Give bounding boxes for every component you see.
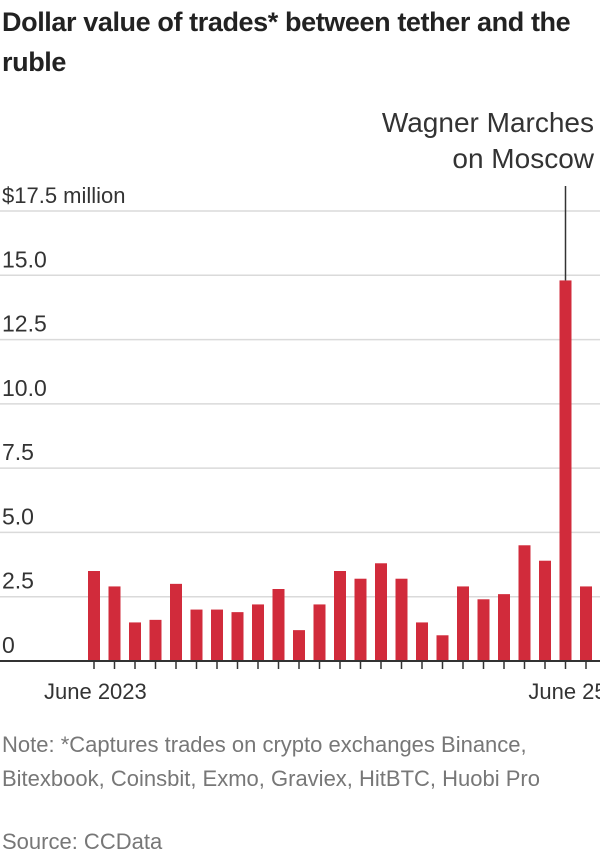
bar	[211, 609, 223, 661]
bar	[580, 586, 592, 661]
bar	[518, 545, 531, 661]
source-note: Source: CCData	[2, 829, 163, 854]
bar	[252, 604, 264, 661]
x-axis: June 2023 June 25	[0, 660, 600, 704]
bar	[559, 280, 572, 661]
y-tick-label: 0	[2, 632, 15, 658]
bar	[334, 571, 346, 661]
bar	[539, 560, 551, 661]
bar	[129, 622, 141, 661]
bars	[88, 280, 592, 661]
bar	[436, 635, 449, 661]
annotation-label: on Moscow	[452, 143, 594, 174]
bar	[313, 604, 326, 661]
bar	[498, 594, 510, 661]
x-tick-label: June 25	[528, 679, 600, 704]
y-tick-label: $17.5 million	[2, 183, 126, 208]
bar	[88, 571, 100, 661]
y-tick-label: 2.5	[2, 568, 34, 594]
bar	[231, 612, 244, 661]
bar	[375, 563, 387, 661]
x-tick-label: June 2023	[44, 679, 147, 704]
bar	[395, 578, 408, 661]
bar	[457, 586, 469, 661]
bar	[170, 583, 182, 661]
bar-chart: 0 2.5 5.0 7.5 10.0 12.5 15.0 $17.5 million June…	[0, 107, 600, 704]
bar	[108, 586, 121, 661]
gridlines	[0, 210, 600, 598]
bar	[293, 630, 305, 661]
y-axis-tick-labels: 0 2.5 5.0 7.5 10.0 12.5 15.0 $17.5 million	[2, 183, 126, 658]
bar	[272, 589, 285, 661]
bar	[477, 599, 490, 661]
y-tick-label: 15.0	[2, 246, 47, 272]
y-tick-label: 7.5	[2, 439, 34, 465]
annotation-label: Wagner Marches	[382, 107, 594, 138]
bar	[416, 622, 428, 661]
y-tick-label: 10.0	[2, 375, 47, 401]
annotations: Wagner Marches on Moscow	[382, 107, 595, 281]
y-tick-label: 12.5	[2, 311, 47, 337]
bar	[149, 619, 162, 661]
bar	[190, 609, 203, 661]
footnote: Note: *Captures trades on crypto exchang…	[2, 732, 540, 791]
y-tick-label: 5.0	[2, 503, 34, 529]
chart-title: Dollar value of trades* between tether a…	[2, 7, 571, 77]
bar	[354, 578, 367, 661]
